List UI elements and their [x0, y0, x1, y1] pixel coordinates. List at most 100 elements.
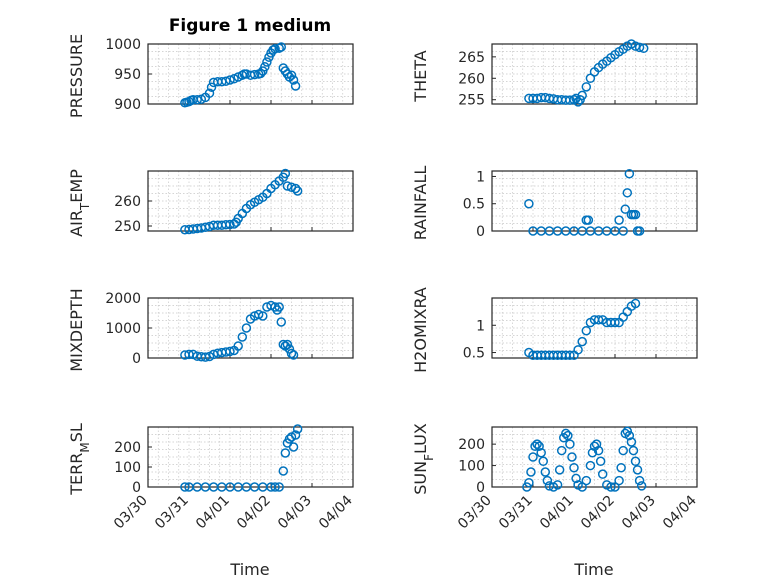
data-point	[256, 68, 266, 79]
data-point	[280, 448, 291, 458]
subplot-mixdepth: 0 1000 2000 MIXDEPTH	[67, 288, 354, 372]
data-point	[634, 226, 645, 236]
data-point	[274, 482, 284, 492]
subplot-h2omixra: 0.5 1 H2OMIXRA	[411, 287, 698, 373]
data-point	[542, 475, 553, 486]
data-point	[634, 475, 645, 486]
y-axis-label: THETA	[411, 50, 430, 102]
y-axis-label: H2OMIXRA	[411, 287, 430, 373]
data-point	[249, 69, 260, 80]
data-point	[610, 317, 620, 328]
data-point	[532, 439, 542, 449]
y-tick-label: 950	[114, 67, 141, 83]
data-point	[282, 181, 293, 191]
data-point	[561, 428, 571, 439]
y-tick-label: 260	[458, 71, 485, 87]
y-tick-label: 0	[132, 351, 141, 367]
data-point	[567, 452, 577, 462]
data-point	[225, 346, 235, 357]
data-point	[585, 73, 596, 84]
y-tick-label: 0	[476, 224, 485, 240]
y-tick-label: 1	[476, 318, 485, 334]
data-point	[577, 90, 587, 101]
data-point	[286, 348, 297, 359]
data-point	[292, 424, 303, 434]
y-tick-label: 1	[476, 169, 485, 185]
subplot-pressure: 900 950 1000 PRESSURE	[67, 34, 354, 118]
data-point	[221, 76, 231, 86]
data-point	[634, 42, 645, 53]
data-point	[614, 475, 624, 486]
data-point	[282, 339, 293, 350]
subplot-air-temp: 250 260 AIRTEMP	[67, 168, 354, 237]
data-point	[618, 226, 628, 236]
data-point	[288, 350, 299, 360]
data-point	[206, 82, 217, 92]
data-point	[292, 186, 303, 196]
chart-title: Figure 1 medium	[169, 16, 331, 36]
axes-box	[491, 43, 698, 105]
data-point	[290, 183, 301, 194]
data-point	[225, 75, 235, 85]
data-point	[180, 482, 190, 492]
y-tick-label: 0	[132, 480, 141, 496]
data-point	[276, 42, 286, 52]
data-point	[278, 466, 289, 476]
y-axis-label: SUNFLUX	[411, 423, 436, 495]
y-tick-label: 0	[476, 480, 485, 496]
data-point	[573, 345, 583, 355]
y-axis-label: TERRMSL	[67, 423, 92, 496]
data-point	[290, 430, 301, 440]
data-point	[597, 469, 608, 479]
y-axis-label: RAINFALL	[411, 166, 430, 241]
data-point	[573, 97, 583, 107]
data-point	[270, 482, 280, 492]
y-tick-label: 0.5	[463, 346, 485, 362]
data-point	[577, 482, 587, 492]
subplot-theta: 255 260 265 THETA	[411, 39, 698, 109]
data-point	[565, 350, 575, 361]
y-tick-label: 100	[458, 459, 485, 475]
data-point	[554, 465, 565, 475]
data-point	[630, 456, 641, 467]
data-point	[606, 482, 616, 492]
data-point	[274, 302, 284, 312]
data-point	[638, 43, 649, 54]
axes-box	[491, 297, 698, 359]
data-point	[616, 462, 626, 473]
data-point	[591, 439, 602, 449]
data-point	[538, 456, 548, 467]
data-point	[622, 188, 633, 198]
data-point	[530, 441, 540, 452]
y-tick-label: 2000	[105, 291, 141, 307]
data-point	[628, 445, 639, 456]
data-point	[636, 481, 647, 491]
y-tick-label: 260	[114, 194, 141, 210]
y-tick-label: 1000	[105, 321, 141, 337]
data-point	[278, 339, 289, 350]
data-point	[290, 81, 301, 91]
data-point	[593, 445, 604, 456]
y-tick-label: 255	[458, 93, 485, 109]
data-point	[536, 447, 546, 458]
axes-box	[491, 426, 698, 488]
data-point	[624, 430, 635, 441]
data-point	[620, 204, 630, 214]
data-point	[581, 325, 592, 336]
data-point	[288, 442, 299, 452]
data-point	[270, 44, 280, 54]
subplot-rainfall: 0 0.5 1 RAINFALL	[411, 166, 698, 241]
data-point	[262, 57, 272, 67]
y-tick-label: 265	[458, 50, 485, 66]
data-point	[624, 168, 635, 179]
data-point	[225, 219, 235, 230]
data-point	[630, 298, 641, 309]
data-point	[569, 462, 579, 473]
data-point	[253, 309, 264, 320]
y-tick-label: 100	[114, 460, 141, 476]
y-axis-label: PRESSURE	[67, 34, 86, 118]
data-point	[286, 70, 297, 80]
data-point	[618, 445, 628, 456]
data-point	[581, 475, 592, 486]
